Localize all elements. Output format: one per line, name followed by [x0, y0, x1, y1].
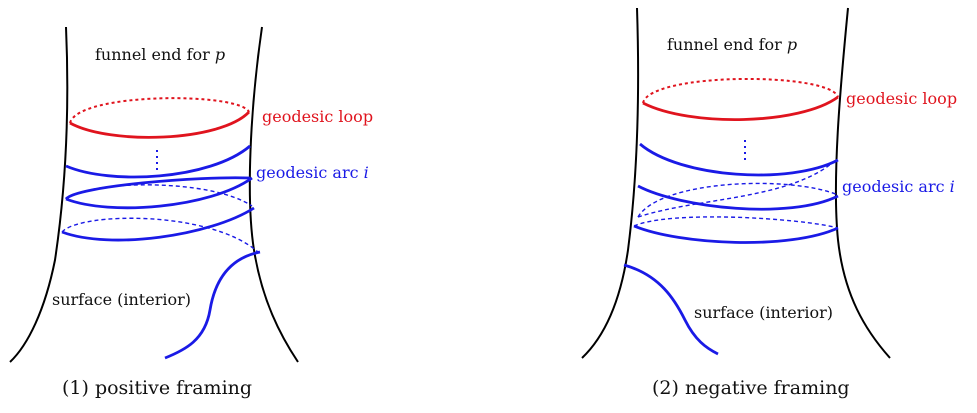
funnel-label: funnel end for p	[667, 35, 797, 54]
panel-negative-framing: funnel end for p geodesic loop geodesic …	[581, 7, 957, 399]
caption-positive-framing: (1) positive framing	[62, 377, 252, 399]
geodesic-arc-2-back	[637, 182, 839, 218]
geodesic-arc-label: geodesic arc i	[256, 163, 369, 182]
geodesic-arc-surface	[623, 263, 719, 356]
geodesic-loop-front	[69, 111, 251, 139]
funnel-wall-right	[248, 26, 299, 363]
geodesic-arc-label: geodesic arc i	[842, 177, 955, 196]
geodesic-arc-2	[637, 184, 839, 211]
geodesic-arc-3	[633, 224, 839, 244]
geodesic-loop-back	[642, 78, 839, 104]
caption-negative-framing: (2) negative framing	[652, 377, 850, 399]
geodesic-arc-3-back	[633, 216, 839, 229]
geodesic-arc-4-back	[637, 159, 837, 218]
geodesic-arc-4	[61, 206, 255, 242]
geodesic-arc-2	[64, 176, 251, 201]
geodesic-arc-surface	[164, 250, 261, 360]
surface-label: surface (interior)	[52, 290, 191, 309]
funnel-label: funnel end for p	[95, 45, 225, 64]
geodesic-loop-label: geodesic loop	[262, 107, 373, 126]
geodesic-arc-1	[65, 144, 251, 179]
surface-label: surface (interior)	[694, 303, 833, 322]
panel-positive-framing: funnel end for p geodesic loop geodesic …	[9, 26, 373, 399]
funnel-wall-left	[581, 7, 640, 359]
geodesic-arc-1	[639, 142, 839, 177]
geodesic-loop-label: geodesic loop	[846, 89, 957, 108]
geodesic-arc-3	[65, 176, 253, 210]
geodesic-loop-back	[69, 97, 250, 124]
funnel-wall-left	[9, 26, 69, 363]
geodesic-loop-front	[642, 95, 839, 122]
geodesic-arc-2-back	[65, 184, 253, 207]
geodesic-arc-3-back	[61, 217, 259, 253]
